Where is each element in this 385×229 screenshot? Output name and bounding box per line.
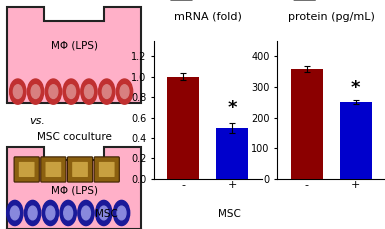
Circle shape <box>81 79 97 104</box>
Text: vs.: vs. <box>29 116 45 126</box>
Circle shape <box>99 206 108 220</box>
Text: *: * <box>351 79 360 97</box>
Circle shape <box>63 79 79 104</box>
FancyBboxPatch shape <box>94 157 119 182</box>
Circle shape <box>117 206 126 220</box>
Circle shape <box>64 206 73 220</box>
Circle shape <box>13 85 22 98</box>
Circle shape <box>102 85 111 98</box>
Circle shape <box>42 200 59 226</box>
FancyBboxPatch shape <box>14 157 39 182</box>
Circle shape <box>25 200 41 226</box>
Text: MΦ (LPS): MΦ (LPS) <box>50 41 98 51</box>
FancyBboxPatch shape <box>67 157 93 182</box>
FancyBboxPatch shape <box>45 162 61 177</box>
Bar <box>291 69 323 179</box>
Circle shape <box>27 79 44 104</box>
FancyBboxPatch shape <box>72 162 88 177</box>
Circle shape <box>116 79 133 104</box>
Text: mRNA (fold): mRNA (fold) <box>174 12 242 22</box>
Text: protein (pg/mL): protein (pg/mL) <box>288 12 375 22</box>
Circle shape <box>60 200 76 226</box>
FancyBboxPatch shape <box>19 162 35 177</box>
Circle shape <box>95 200 112 226</box>
Circle shape <box>7 200 23 226</box>
Text: MSC coculture: MSC coculture <box>37 132 112 142</box>
Circle shape <box>114 200 130 226</box>
Text: MSC: MSC <box>218 209 241 219</box>
Circle shape <box>45 79 62 104</box>
Circle shape <box>31 85 40 98</box>
Circle shape <box>10 206 19 220</box>
Bar <box>340 102 372 179</box>
Circle shape <box>120 85 129 98</box>
FancyBboxPatch shape <box>99 162 115 177</box>
Circle shape <box>82 206 90 220</box>
Text: MΦ (LPS): MΦ (LPS) <box>50 185 98 195</box>
Circle shape <box>10 79 26 104</box>
Polygon shape <box>7 147 141 229</box>
Circle shape <box>84 85 94 98</box>
Circle shape <box>49 85 58 98</box>
FancyBboxPatch shape <box>41 157 66 182</box>
Text: MSC: MSC <box>95 209 117 219</box>
Circle shape <box>28 206 37 220</box>
Circle shape <box>67 85 75 98</box>
Circle shape <box>99 79 115 104</box>
Polygon shape <box>7 7 141 103</box>
Circle shape <box>46 206 55 220</box>
Bar <box>216 128 248 179</box>
Bar <box>167 77 199 179</box>
Text: *: * <box>228 98 237 117</box>
Circle shape <box>78 200 94 226</box>
